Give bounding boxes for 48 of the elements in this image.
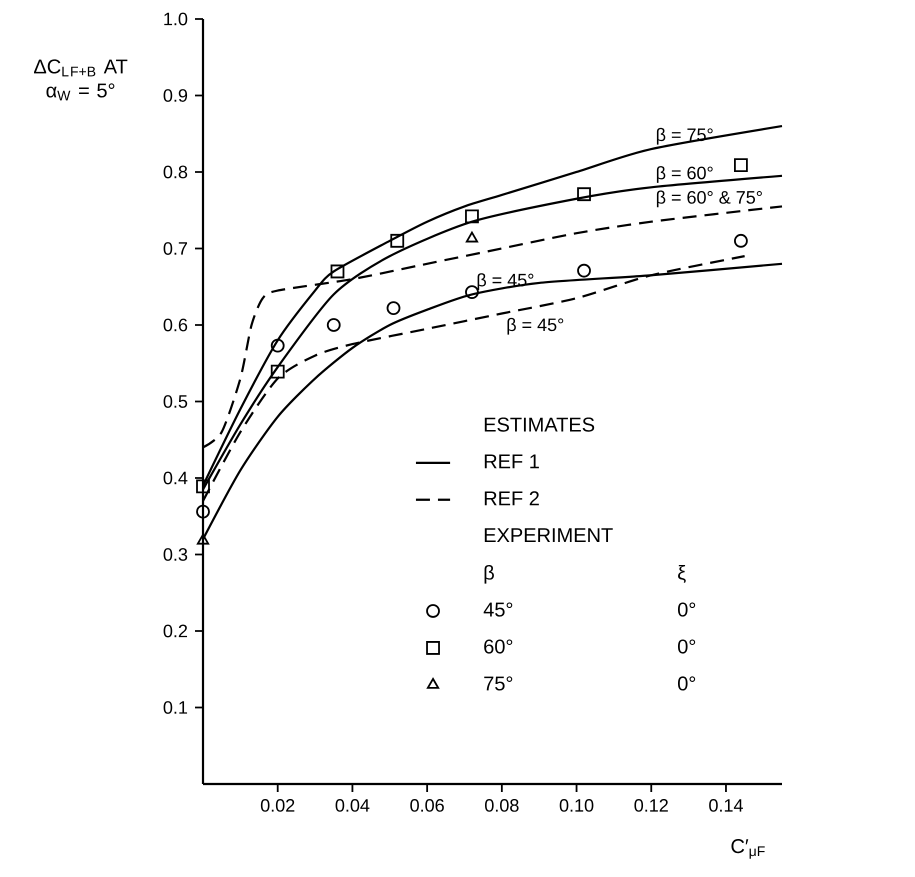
annotation: 0°	[678, 676, 696, 691]
y-tick-label: 0.7	[164, 242, 188, 255]
point	[577, 264, 591, 278]
point	[577, 187, 591, 202]
x-tick-label: 0.04	[336, 799, 370, 812]
annotation: 0°	[678, 602, 696, 617]
legend-label: 75°	[484, 676, 512, 691]
y-tick-label: 0.2	[164, 624, 188, 638]
y-tick-label: 0.1	[164, 701, 188, 714]
annotation: REF 1	[484, 454, 539, 468]
point	[330, 264, 344, 278]
x-tick-label: 0.12	[634, 799, 668, 812]
x-tick-label: 0.08	[485, 799, 519, 812]
point	[734, 158, 748, 172]
point	[465, 285, 479, 299]
point	[196, 480, 210, 494]
annotation: ESTIMATES	[484, 418, 594, 432]
point	[465, 209, 479, 224]
text: ΔC$_{LF+B}$ AT α$_{W}$ = 5°	[34, 59, 128, 100]
annotation: ξ	[678, 564, 686, 583]
y-tick-label: 0.3	[164, 548, 188, 561]
point	[734, 234, 748, 248]
x-tick-label: 0.06	[410, 799, 444, 812]
point	[270, 338, 285, 353]
annotation: EXPERIMENT	[484, 528, 613, 542]
x-tick-label: 0.14	[709, 799, 743, 812]
y-tick-label: 0.8	[164, 166, 188, 178]
legend-label: 60°	[484, 639, 512, 654]
point	[386, 301, 400, 316]
point	[270, 364, 285, 379]
legend-label: 45°	[484, 602, 512, 617]
annotation: β	[484, 564, 494, 584]
y-tick-label: 1.0	[164, 12, 188, 26]
series-label: β = 60°	[656, 166, 713, 183]
point	[196, 504, 210, 519]
x-tick-label: 0.10	[560, 799, 594, 812]
point	[390, 234, 404, 248]
y-tick-label: 0.5	[164, 395, 188, 408]
x-axis-title: C′$_{μF}$	[731, 839, 765, 859]
y-tick-label: 0.6	[164, 318, 188, 332]
annotation: REF 2	[484, 491, 539, 506]
series-label: β = 45°	[507, 318, 564, 335]
x-tick-label: 0.02	[260, 799, 294, 812]
y-tick-label: 0.9	[164, 89, 188, 102]
annotation: 0°	[678, 639, 696, 654]
y-tick-label: 0.4	[164, 472, 188, 484]
series-label: β = 60° & 75°	[656, 190, 762, 208]
point	[326, 318, 341, 332]
